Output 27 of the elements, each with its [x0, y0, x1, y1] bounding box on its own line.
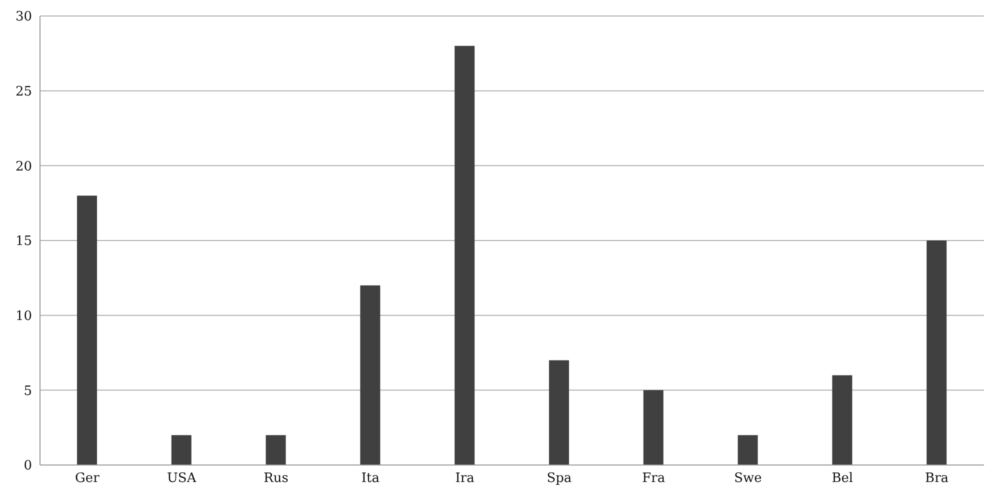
- x-tick-label: Spa: [546, 471, 572, 486]
- bar: [454, 46, 475, 465]
- x-tick-label: Ger: [75, 471, 100, 486]
- x-tick-label: Ita: [361, 471, 380, 486]
- x-tick-label: Bra: [925, 471, 949, 486]
- x-tick-label: Bel: [832, 471, 854, 486]
- x-tick-label: Ira: [455, 471, 475, 486]
- x-tick-label: Swe: [734, 471, 762, 486]
- y-tick-label: 25: [15, 84, 32, 100]
- y-tick-label: 30: [15, 10, 32, 25]
- y-tick-label: 5: [24, 384, 32, 399]
- bar: [738, 435, 758, 465]
- y-tick-label: 15: [15, 234, 32, 250]
- x-tick-label: Fra: [642, 471, 666, 486]
- bar: [549, 360, 569, 465]
- y-tick-label: 10: [15, 308, 32, 324]
- x-tick-label: Rus: [264, 471, 288, 486]
- bar: [77, 196, 97, 465]
- bar: [360, 285, 380, 465]
- y-tick-label: 0: [24, 458, 32, 474]
- bar: [832, 375, 852, 465]
- bar: [926, 240, 947, 465]
- x-tick-label: USA: [166, 471, 197, 486]
- bar: [643, 390, 664, 465]
- bar: [266, 435, 286, 465]
- bar: [171, 435, 192, 465]
- y-tick-label: 20: [15, 159, 32, 174]
